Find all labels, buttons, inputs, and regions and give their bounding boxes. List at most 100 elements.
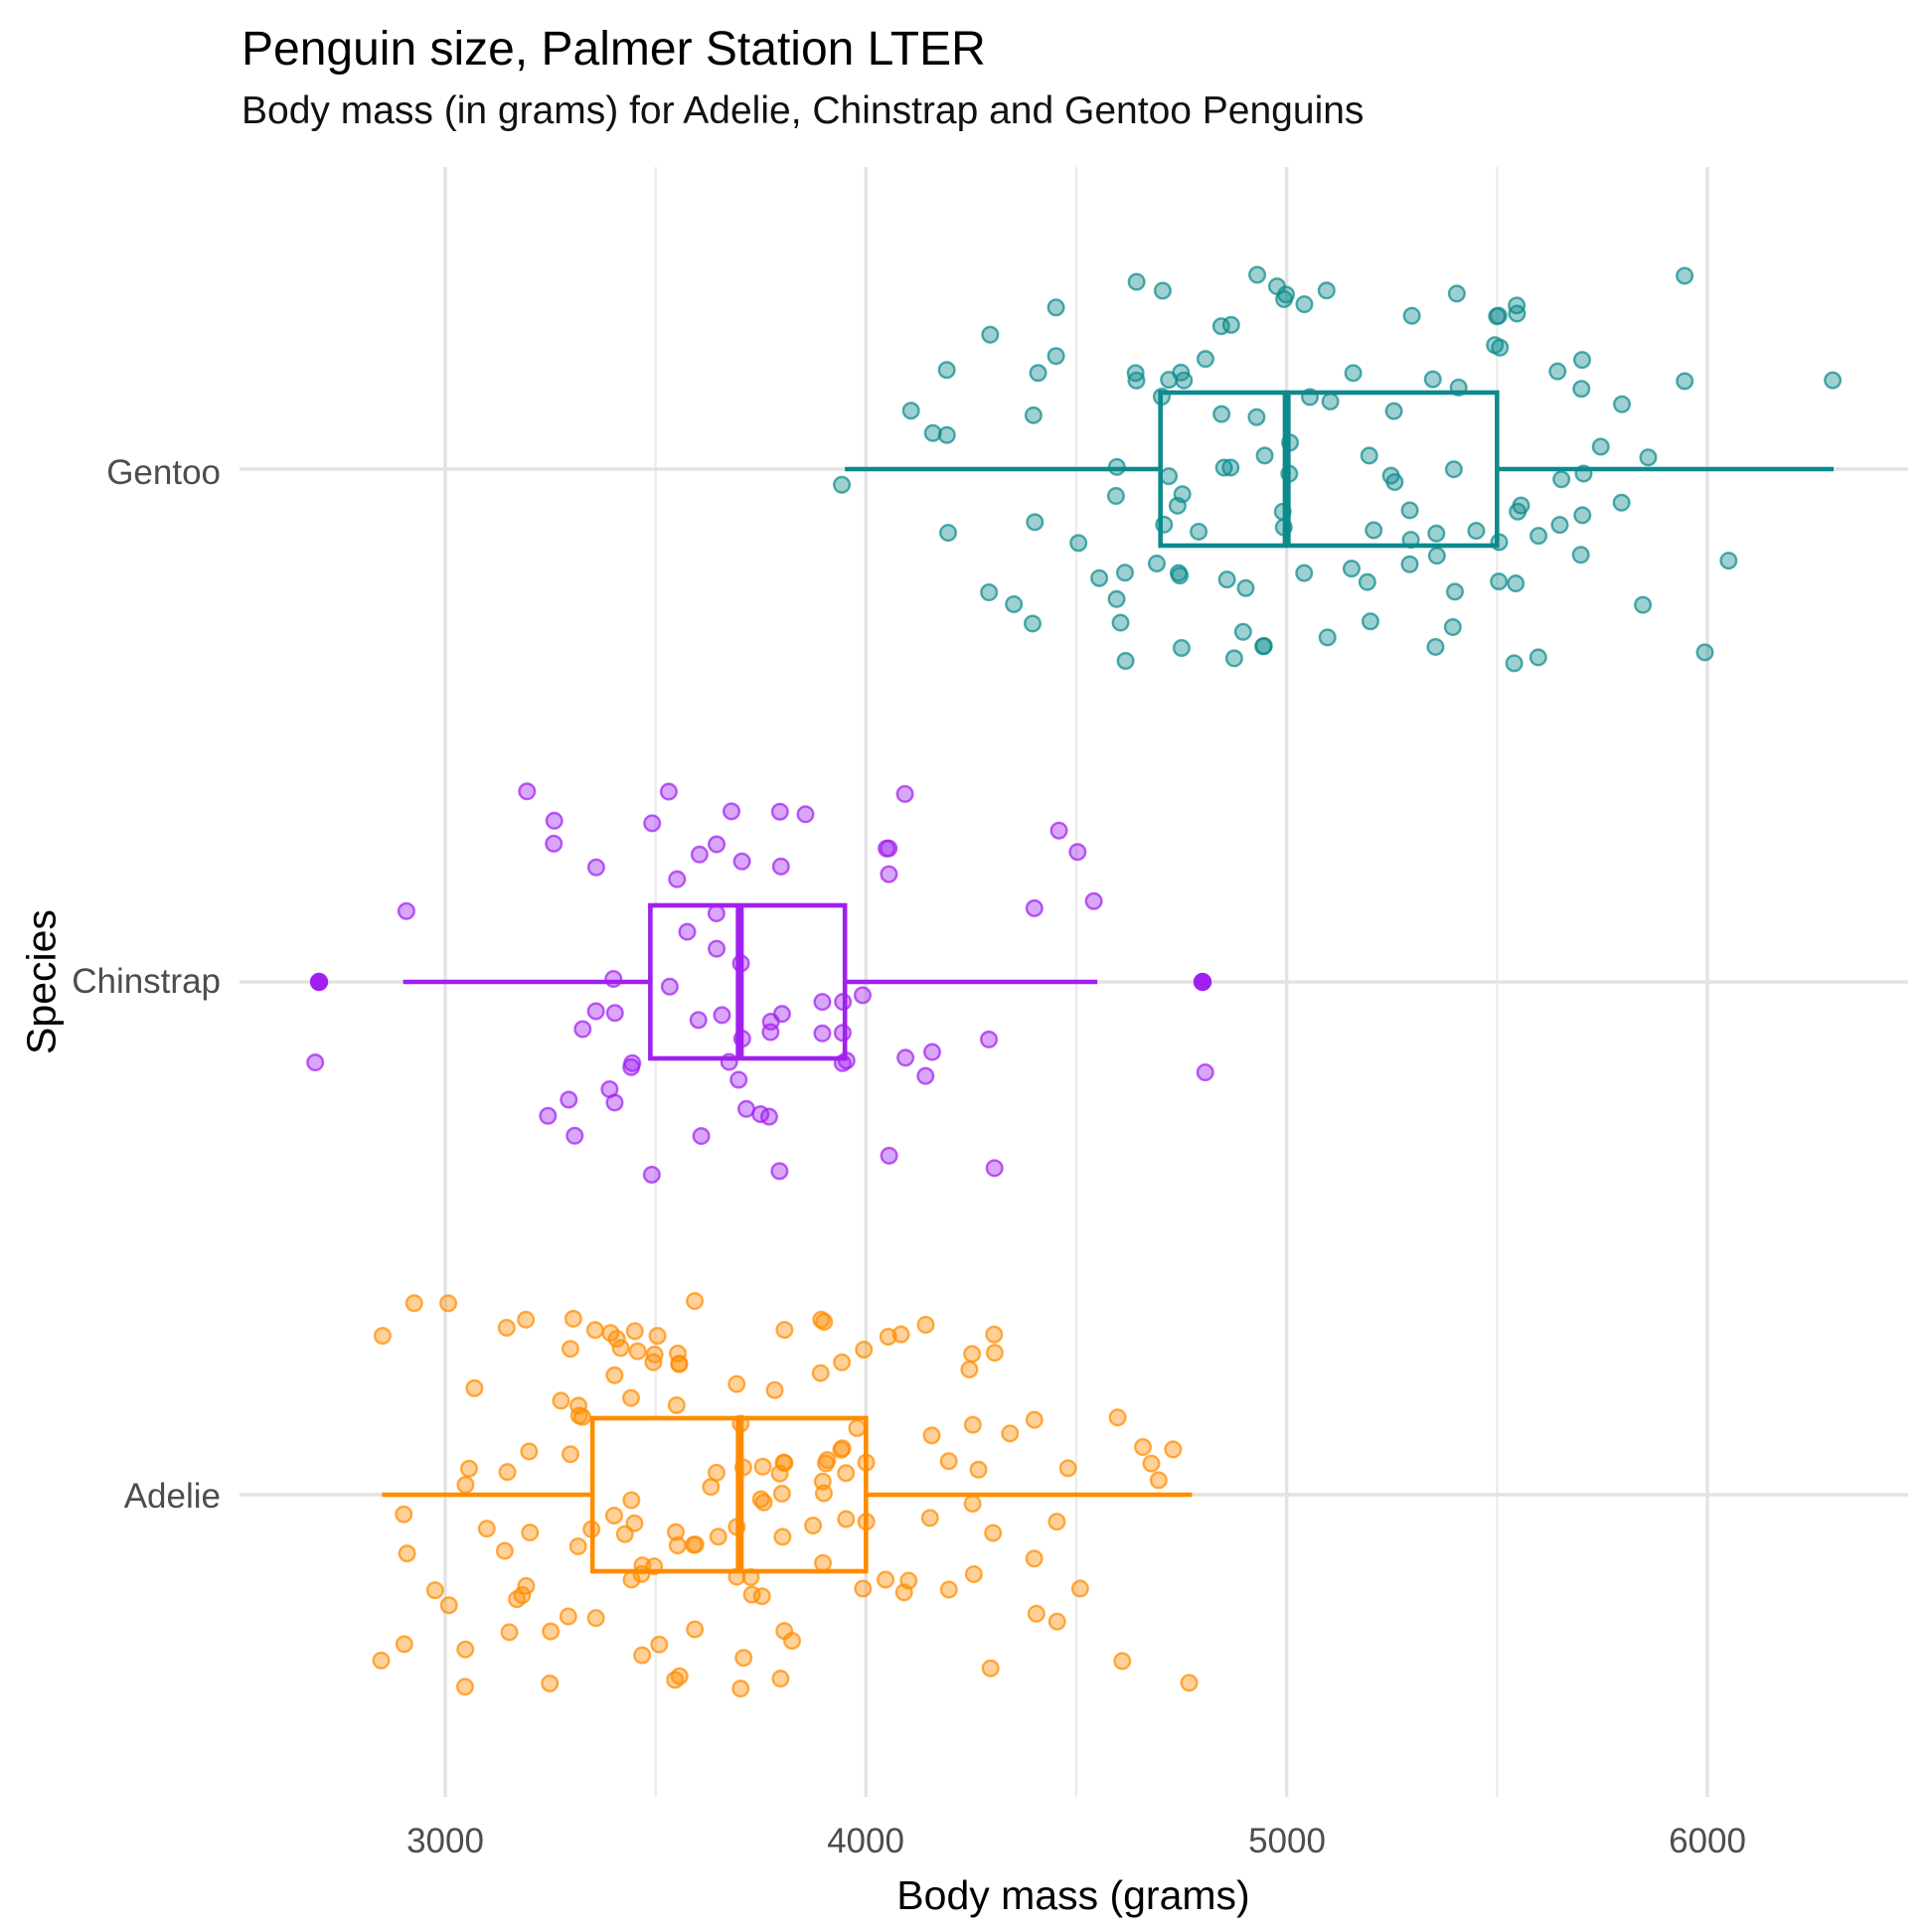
jitter-point-adelie <box>607 1330 626 1349</box>
jitter-point-adelie <box>582 1520 601 1538</box>
jitter-point-chinstrap <box>896 1048 915 1067</box>
jitter-point-gentoo <box>981 325 1000 344</box>
jitter-point-chinstrap <box>980 1030 999 1048</box>
jitter-point-gentoo <box>937 361 956 380</box>
jitter-point-adelie <box>456 1476 475 1495</box>
jitter-point-chinstrap <box>771 857 790 876</box>
jitter-point-adelie <box>1027 1604 1046 1623</box>
jitter-point-gentoo <box>937 425 956 444</box>
jitter-point-gentoo <box>1401 531 1420 550</box>
jitter-point-gentoo <box>1196 350 1214 369</box>
jitter-point-gentoo <box>1552 470 1571 489</box>
jitter-point-adelie <box>770 1464 789 1483</box>
jitter-point-gentoo <box>1445 582 1464 601</box>
jitter-point-adelie <box>981 1659 1000 1678</box>
jitter-point-gentoo <box>1236 578 1255 597</box>
jitter-point-gentoo <box>1090 568 1109 587</box>
jitter-point-gentoo <box>1267 277 1286 296</box>
jitter-point-gentoo <box>1255 446 1274 465</box>
jitter-point-adelie <box>783 1632 802 1651</box>
jitter-point-adelie <box>500 1623 519 1642</box>
jitter-point-gentoo <box>1026 513 1045 532</box>
jitter-point-gentoo <box>1247 407 1266 426</box>
jitter-point-chinstrap <box>642 1165 661 1184</box>
jitter-point-gentoo <box>1111 613 1130 632</box>
jitter-point-chinstrap <box>668 870 687 888</box>
jitter-point-gentoo <box>1550 516 1569 535</box>
jitter-point-adelie <box>985 1325 1004 1344</box>
jitter-point-gentoo <box>1676 266 1694 285</box>
jitter-point-adelie <box>542 1622 561 1641</box>
jitter-point-chinstrap <box>643 814 662 833</box>
jitter-point-adelie <box>520 1442 539 1461</box>
jitter-point-adelie <box>686 1292 705 1311</box>
jitter-point-adelie <box>741 1567 760 1586</box>
jitter-point-gentoo <box>1107 457 1126 476</box>
jitter-point-adelie <box>727 1518 746 1536</box>
outlier-point-chinstrap <box>1193 972 1212 992</box>
jitter-point-adelie <box>521 1524 540 1542</box>
jitter-point-gentoo <box>1152 388 1171 406</box>
jitter-point-chinstrap <box>813 993 832 1012</box>
jitter-point-gentoo <box>1301 388 1320 406</box>
jitter-point-chinstrap <box>600 1080 619 1099</box>
jitter-point-adelie <box>456 1640 475 1659</box>
jitter-point-chinstrap <box>660 977 679 996</box>
jitter-point-chinstrap <box>1068 843 1087 862</box>
jitter-point-chinstrap <box>796 805 815 824</box>
jitter-point-chinstrap <box>545 834 564 853</box>
jitter-point-gentoo <box>1613 395 1632 413</box>
jitter-point-gentoo <box>1423 370 1442 389</box>
jitter-point-gentoo <box>1427 524 1446 543</box>
jitter-point-adelie <box>686 1620 705 1639</box>
jitter-point-adelie <box>733 1458 752 1477</box>
jitter-point-chinstrap <box>731 954 750 973</box>
jitter-point-adelie <box>775 1321 794 1340</box>
jitter-point-adelie <box>877 1570 895 1589</box>
jitter-point-adelie <box>963 1415 982 1434</box>
jitter-point-adelie <box>920 1509 939 1528</box>
jitter-point-gentoo <box>1107 589 1126 608</box>
jitter-point-chinstrap <box>813 1024 832 1043</box>
jitter-point-adelie <box>963 1345 982 1364</box>
jitter-point-chinstrap <box>878 839 896 858</box>
jitter-point-chinstrap <box>708 835 726 854</box>
jitter-point-gentoo <box>1449 378 1468 397</box>
jitter-point-adelie <box>848 1418 867 1437</box>
x-tick-label-6000: 6000 <box>1669 1822 1746 1860</box>
jitter-point-gentoo <box>1046 298 1065 317</box>
jitter-point-adelie <box>585 1321 604 1340</box>
jitter-point-adelie <box>916 1315 935 1334</box>
jitter-point-gentoo <box>1427 547 1446 565</box>
jitter-point-gentoo <box>1211 317 1230 336</box>
jitter-point-adelie <box>773 1528 792 1546</box>
jitter-point-chinstrap <box>708 939 726 958</box>
jitter-point-gentoo <box>1172 363 1191 382</box>
jitter-point-gentoo <box>1634 595 1653 614</box>
jitter-point-gentoo <box>1153 281 1172 300</box>
jitter-point-adelie <box>455 1678 474 1696</box>
jitter-point-adelie <box>1058 1459 1077 1478</box>
jitter-point-adelie <box>667 1396 686 1415</box>
jitter-point-adelie <box>650 1635 669 1654</box>
jitter-point-adelie <box>621 1388 640 1407</box>
jitter-point-gentoo <box>1488 307 1507 326</box>
jitter-point-adelie <box>666 1523 685 1541</box>
jitter-point-chinstrap <box>560 1090 578 1109</box>
jitter-point-adelie <box>963 1494 982 1513</box>
jitter-point-adelie <box>670 1355 689 1373</box>
jitter-point-adelie <box>754 1493 773 1512</box>
jitter-point-chinstrap <box>605 1004 624 1023</box>
jitter-point-gentoo <box>1254 637 1273 656</box>
jitter-point-gentoo <box>1571 546 1590 564</box>
jitter-point-adelie <box>811 1364 830 1382</box>
jitter-point-chinstrap <box>678 922 697 941</box>
jitter-point-adelie <box>765 1380 784 1399</box>
jitter-point-gentoo <box>1507 574 1526 593</box>
jitter-point-adelie <box>622 1570 641 1589</box>
jitter-point-chinstrap <box>761 1023 780 1042</box>
jitter-point-gentoo <box>1106 487 1125 506</box>
jitter-point-adelie <box>939 1580 958 1599</box>
jitter-point-adelie <box>541 1674 560 1692</box>
